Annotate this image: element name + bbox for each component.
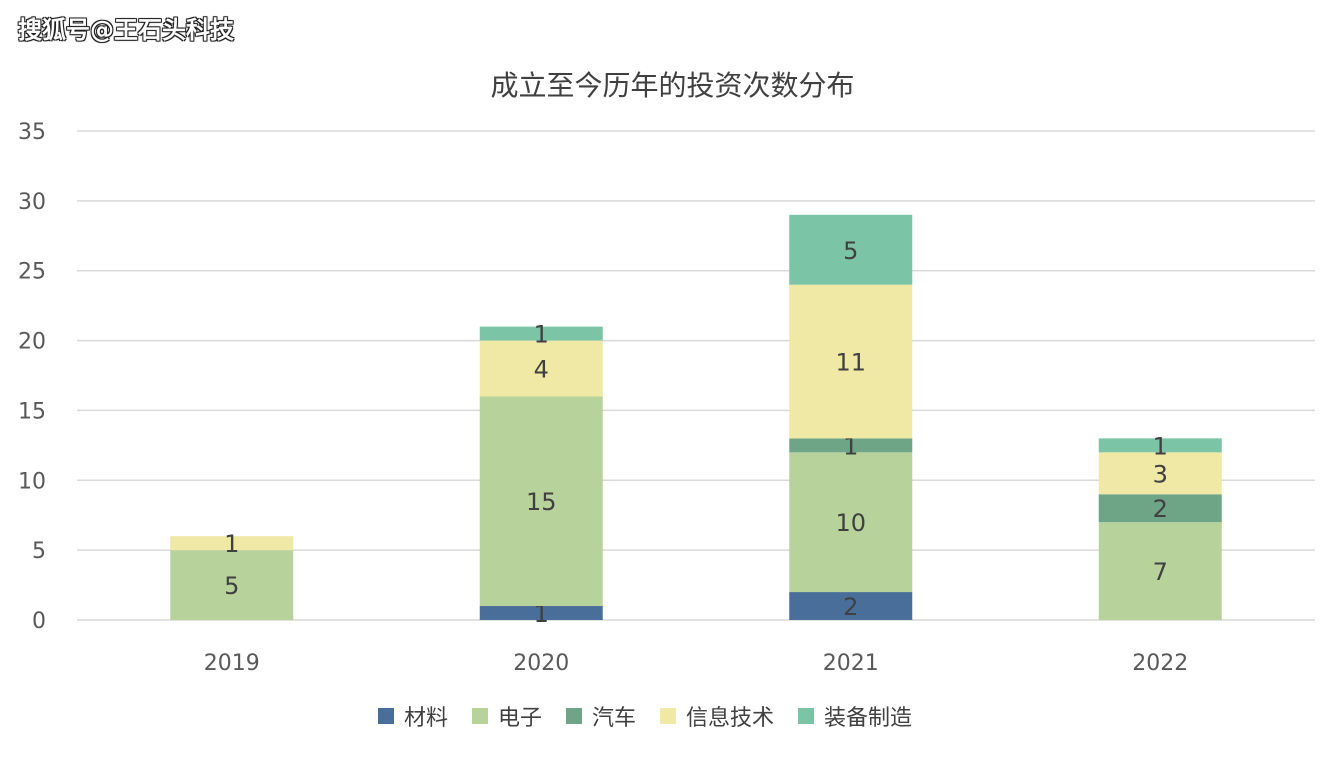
y-tick-label: 5 bbox=[32, 539, 46, 564]
y-tick-label: 35 bbox=[18, 120, 46, 145]
y-tick-label: 10 bbox=[18, 469, 46, 494]
bar-segment bbox=[789, 592, 913, 620]
watermark: 搜狐号@王石头科技 bbox=[18, 16, 234, 44]
data-label: 5 bbox=[224, 572, 239, 600]
bar-segment bbox=[789, 214, 913, 285]
data-label: 1 bbox=[843, 432, 858, 460]
x-tick-label: 2021 bbox=[823, 651, 879, 676]
y-tick-label: 0 bbox=[32, 609, 46, 634]
bar-segment bbox=[1098, 452, 1222, 495]
y-tick-label: 20 bbox=[18, 330, 46, 355]
legend-swatch bbox=[798, 708, 815, 724]
bar-segment bbox=[479, 606, 603, 620]
bar-segment bbox=[170, 550, 294, 620]
bar-segment bbox=[789, 452, 913, 593]
legend-label: 装备制造 bbox=[824, 706, 913, 731]
data-label: 1 bbox=[1153, 432, 1168, 460]
bar-segment bbox=[170, 536, 294, 551]
bar-segment bbox=[1098, 438, 1222, 453]
y-tick-label: 30 bbox=[18, 190, 46, 215]
bar-segment bbox=[479, 396, 603, 607]
legend-item: 材料 bbox=[377, 700, 448, 732]
data-label: 5 bbox=[843, 237, 858, 265]
data-label: 15 bbox=[526, 488, 557, 516]
legend-swatch bbox=[660, 708, 676, 724]
y-tick-label: 25 bbox=[18, 260, 46, 285]
data-label: 2 bbox=[843, 593, 858, 621]
data-label: 11 bbox=[835, 349, 866, 377]
bar-segment bbox=[789, 284, 913, 439]
x-tick-label: 2019 bbox=[204, 651, 260, 676]
data-label: 7 bbox=[1153, 558, 1168, 586]
x-tick-label: 2020 bbox=[513, 651, 569, 676]
chart-title: 成立至今历年的投资次数分布 bbox=[490, 69, 855, 102]
x-tick-label: 2022 bbox=[1132, 651, 1188, 676]
stacked-bar-chart: 0510152025303551201911541202021011152021… bbox=[18, 120, 1315, 676]
data-label: 1 bbox=[534, 600, 549, 628]
data-label: 2 bbox=[1153, 495, 1168, 523]
legend-label: 信息技术 bbox=[686, 706, 775, 731]
legend-item: 电子 bbox=[471, 700, 542, 732]
bar-segment bbox=[1098, 522, 1222, 620]
legend-label: 汽车 bbox=[591, 706, 636, 731]
y-tick-label: 15 bbox=[18, 399, 46, 424]
legend-swatch bbox=[471, 708, 488, 724]
data-label: 3 bbox=[1153, 460, 1168, 488]
data-label: 1 bbox=[224, 530, 239, 558]
bar-segment bbox=[479, 326, 603, 341]
legend-label: 材料 bbox=[403, 706, 448, 731]
legend: 材料 电子 汽车 信息技术 装备制造 bbox=[0, 700, 1290, 732]
data-label: 1 bbox=[534, 321, 549, 349]
legend-swatch bbox=[565, 708, 582, 724]
data-label: 10 bbox=[835, 509, 866, 537]
data-label: 4 bbox=[534, 356, 549, 384]
legend-item: 装备制造 bbox=[798, 700, 912, 732]
legend-item: 信息技术 bbox=[660, 700, 774, 732]
legend-swatch bbox=[377, 708, 394, 724]
legend-label: 电子 bbox=[497, 706, 542, 731]
legend-item: 汽车 bbox=[565, 700, 636, 732]
bar-segment bbox=[1098, 494, 1222, 523]
bar-segment bbox=[479, 340, 603, 397]
bar-segment bbox=[789, 438, 913, 453]
